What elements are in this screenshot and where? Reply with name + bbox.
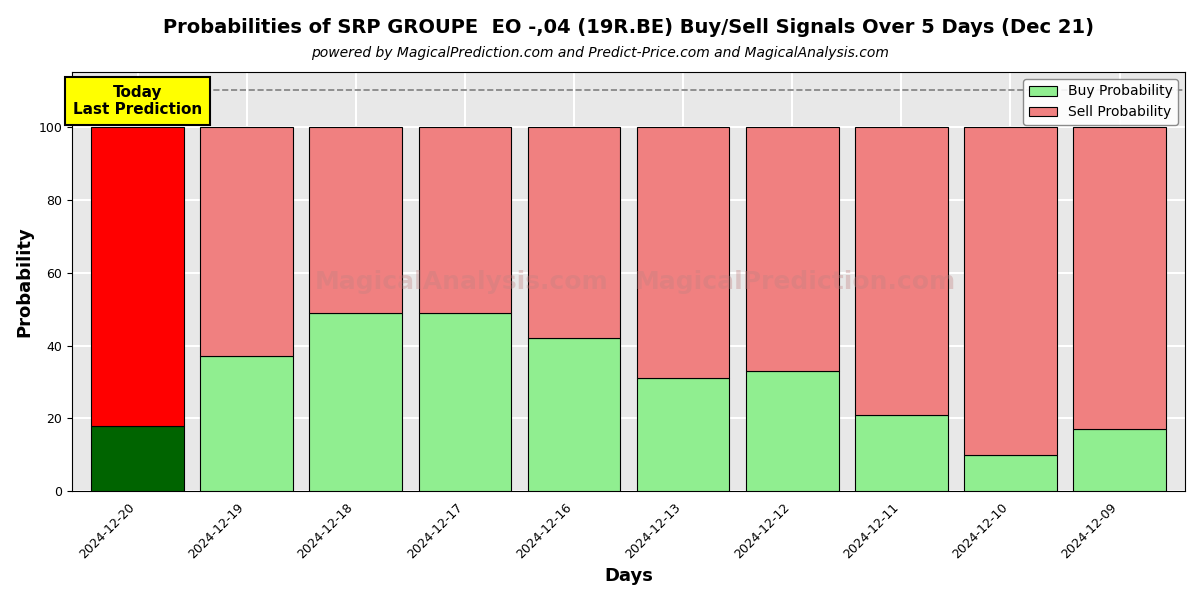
Bar	[528, 338, 620, 491]
Bar	[1073, 127, 1166, 430]
Bar	[964, 455, 1057, 491]
Bar	[854, 415, 948, 491]
Bar	[637, 379, 730, 491]
Bar	[637, 127, 730, 379]
Bar	[200, 127, 293, 356]
Bar	[419, 313, 511, 491]
Text: powered by MagicalPrediction.com and Predict-Price.com and MagicalAnalysis.com: powered by MagicalPrediction.com and Pre…	[311, 46, 889, 60]
Bar	[200, 356, 293, 491]
Bar	[310, 313, 402, 491]
Bar	[1073, 430, 1166, 491]
Legend: Buy Probability, Sell Probability: Buy Probability, Sell Probability	[1024, 79, 1178, 125]
X-axis label: Days: Days	[604, 567, 653, 585]
Text: Today
Last Prediction: Today Last Prediction	[73, 85, 203, 118]
Bar	[854, 127, 948, 415]
Text: MagicalAnalysis.com: MagicalAnalysis.com	[314, 270, 608, 294]
Y-axis label: Probability: Probability	[16, 226, 34, 337]
Bar	[964, 127, 1057, 455]
Text: MagicalPrediction.com: MagicalPrediction.com	[635, 270, 956, 294]
Bar	[310, 127, 402, 313]
Bar	[528, 127, 620, 338]
Title: Probabilities of SRP GROUPE  EO -,04 (19R.BE) Buy/Sell Signals Over 5 Days (Dec : Probabilities of SRP GROUPE EO -,04 (19R…	[163, 18, 1094, 37]
Bar	[91, 127, 184, 426]
Bar	[91, 426, 184, 491]
Bar	[746, 371, 839, 491]
Bar	[746, 127, 839, 371]
Bar	[419, 127, 511, 313]
